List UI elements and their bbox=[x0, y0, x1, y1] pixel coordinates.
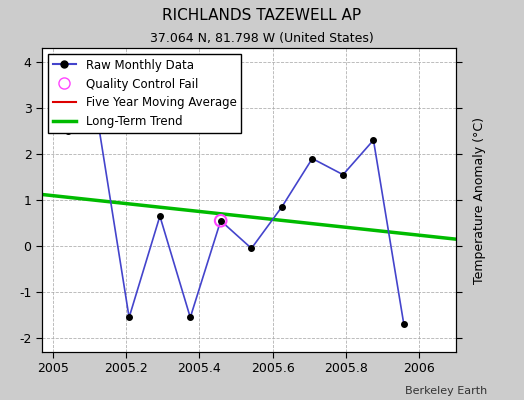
Text: 37.064 N, 81.798 W (United States): 37.064 N, 81.798 W (United States) bbox=[150, 32, 374, 45]
Point bbox=[216, 218, 225, 224]
Point bbox=[94, 123, 103, 130]
Text: Berkeley Earth: Berkeley Earth bbox=[405, 386, 487, 396]
Legend: Raw Monthly Data, Quality Control Fail, Five Year Moving Average, Long-Term Tren: Raw Monthly Data, Quality Control Fail, … bbox=[48, 54, 241, 133]
Y-axis label: Temperature Anomaly (°C): Temperature Anomaly (°C) bbox=[473, 116, 486, 284]
Text: RICHLANDS TAZEWELL AP: RICHLANDS TAZEWELL AP bbox=[162, 8, 362, 23]
